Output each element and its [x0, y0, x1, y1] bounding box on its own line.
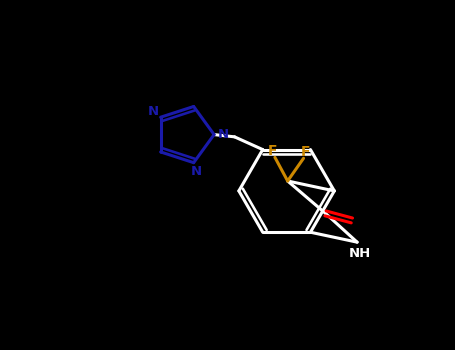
Text: N: N — [191, 165, 202, 178]
Text: N: N — [148, 105, 159, 118]
Text: N: N — [217, 128, 229, 141]
Text: F: F — [301, 145, 311, 159]
Text: F: F — [268, 144, 278, 158]
Text: NH: NH — [348, 247, 370, 260]
